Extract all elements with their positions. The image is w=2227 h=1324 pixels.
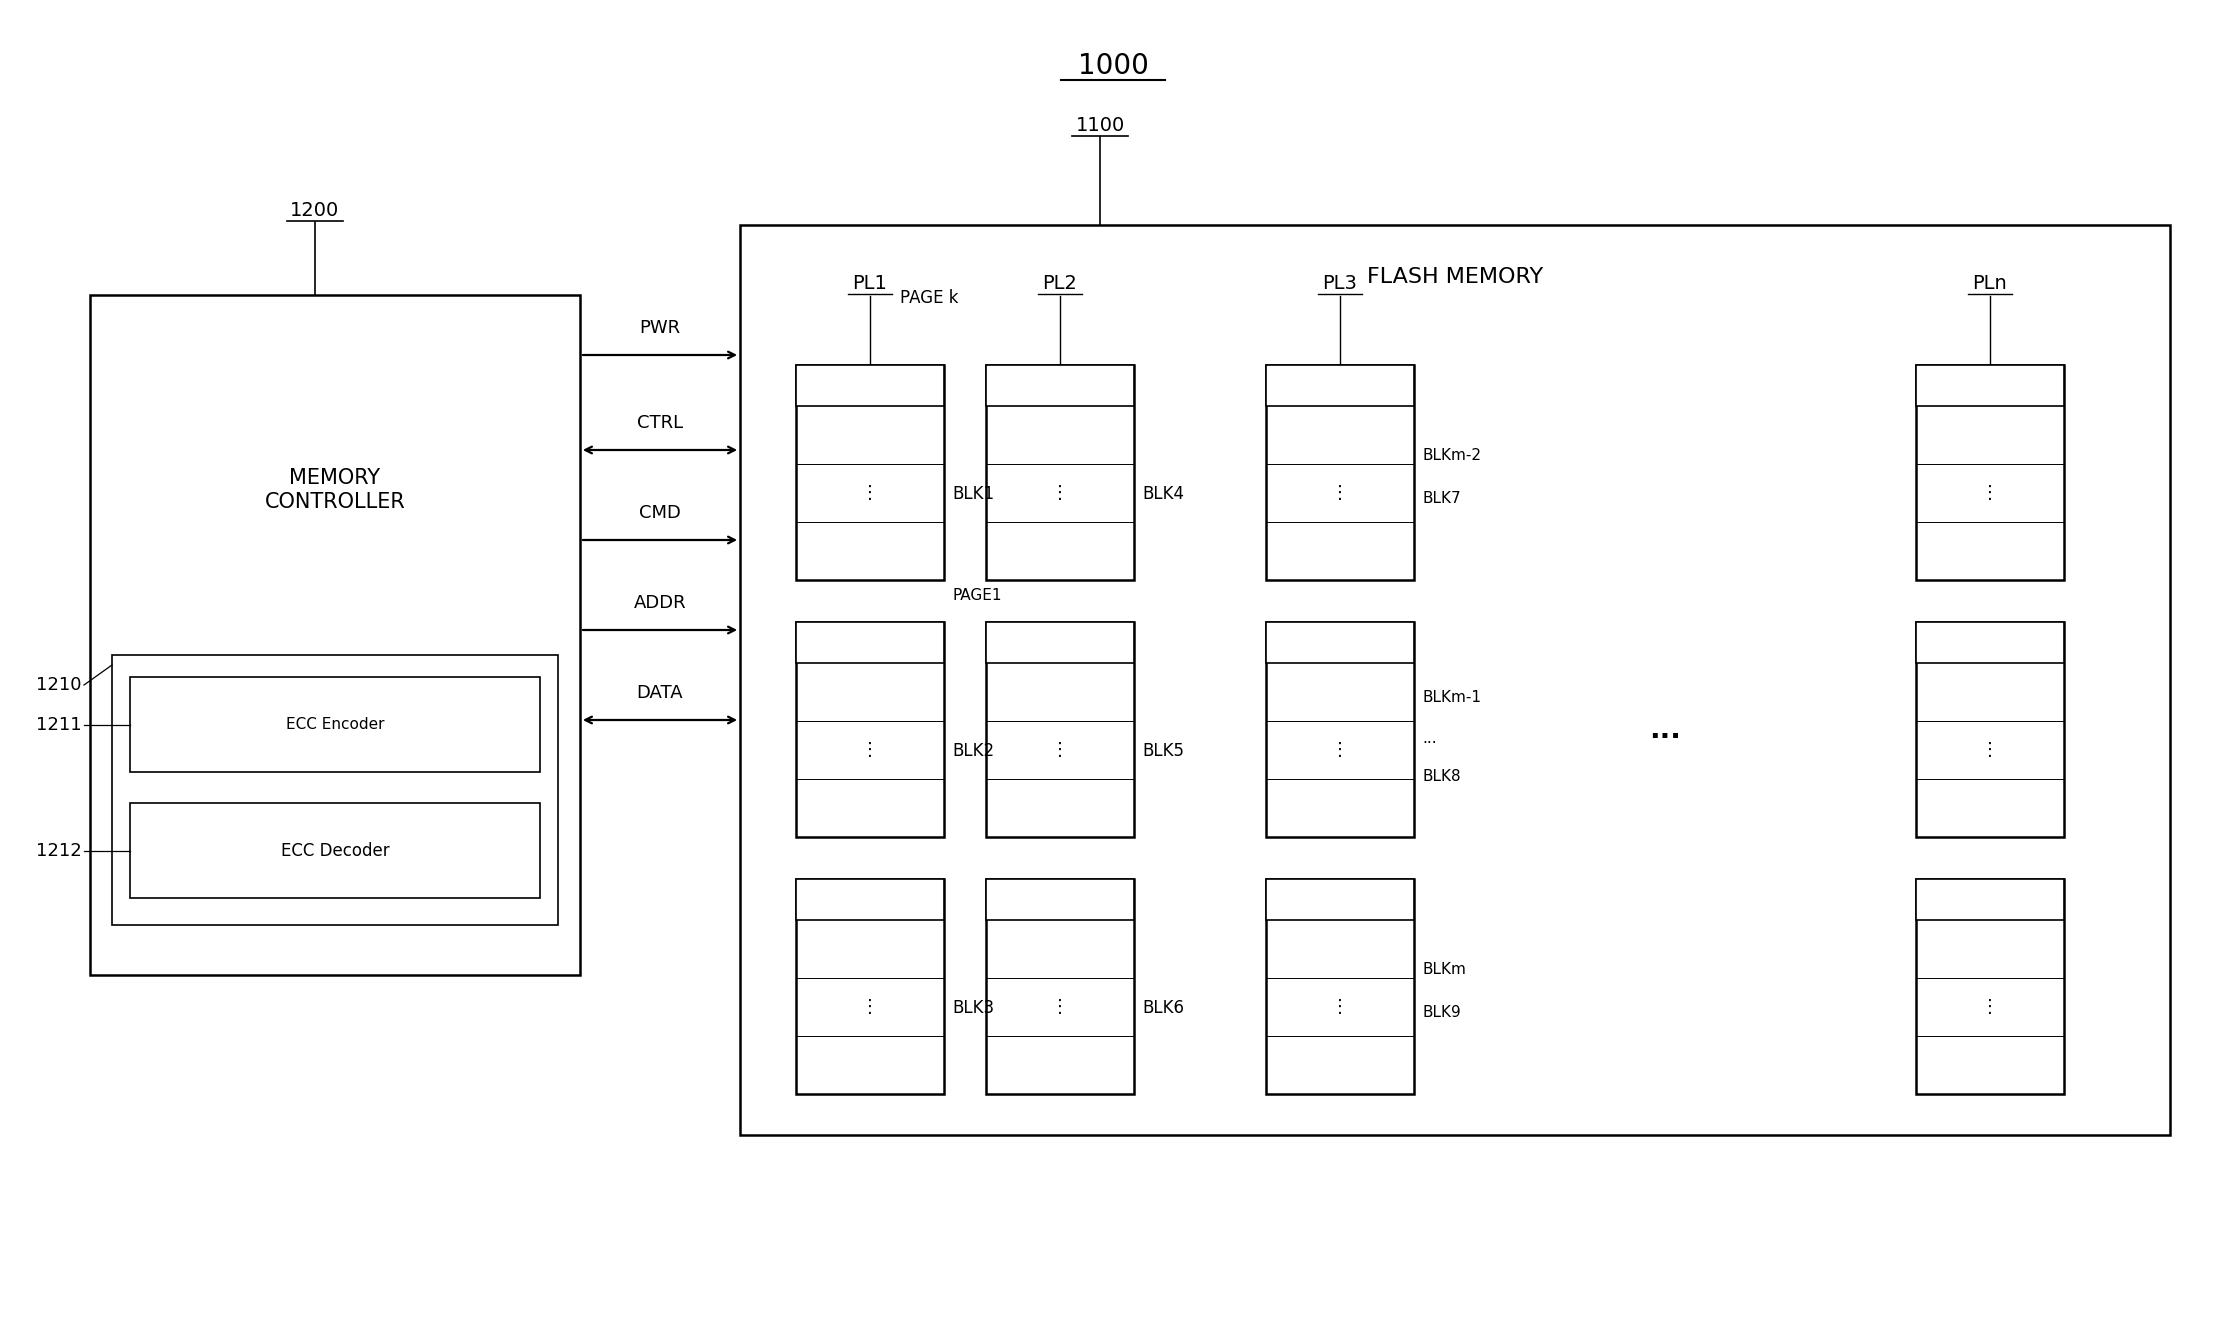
Text: BLK4: BLK4: [1142, 485, 1185, 503]
Text: 1100: 1100: [1076, 117, 1125, 135]
Text: MEMORY
CONTROLLER: MEMORY CONTROLLER: [265, 467, 405, 512]
Bar: [795, 879, 944, 1094]
Bar: [795, 879, 944, 920]
Text: BLK6: BLK6: [1142, 1000, 1185, 1017]
Bar: [795, 622, 944, 837]
Text: ⋮: ⋮: [1051, 998, 1069, 1016]
Text: ...: ...: [1648, 715, 1681, 744]
Bar: [1265, 622, 1414, 837]
Text: CMD: CMD: [639, 504, 681, 522]
Text: ⋮: ⋮: [1982, 998, 2000, 1016]
Text: BLK5: BLK5: [1142, 741, 1185, 760]
Bar: [1265, 365, 1414, 406]
Text: DATA: DATA: [637, 685, 684, 702]
Text: 1210: 1210: [36, 677, 82, 694]
Text: ⋮: ⋮: [862, 741, 880, 759]
Text: PAGE k: PAGE k: [900, 289, 958, 307]
Text: ECC Encoder: ECC Encoder: [285, 718, 385, 732]
Bar: [1265, 879, 1414, 1094]
Bar: [111, 655, 559, 925]
Bar: [987, 365, 1134, 580]
Text: PWR: PWR: [639, 319, 681, 338]
Text: ECC Decoder: ECC Decoder: [281, 842, 390, 859]
Text: BLKm-2: BLKm-2: [1423, 448, 1481, 463]
Text: BLK7: BLK7: [1423, 491, 1461, 506]
Text: PL2: PL2: [1042, 274, 1078, 293]
Text: PAGE1: PAGE1: [951, 588, 1002, 602]
Bar: [1915, 622, 2064, 663]
Text: ADDR: ADDR: [635, 594, 686, 612]
Text: 1211: 1211: [36, 715, 82, 733]
Bar: [129, 677, 539, 772]
Bar: [1915, 365, 2064, 580]
Text: ⋮: ⋮: [1982, 485, 2000, 502]
Text: ...: ...: [1423, 731, 1436, 745]
Bar: [1915, 365, 2064, 406]
Text: FLASH MEMORY: FLASH MEMORY: [1367, 267, 1543, 287]
Bar: [1265, 365, 1414, 580]
Text: ⋮: ⋮: [1332, 998, 1350, 1016]
Text: ⋮: ⋮: [862, 485, 880, 502]
Text: ⋮: ⋮: [1982, 741, 2000, 759]
Bar: [987, 879, 1134, 920]
Bar: [795, 365, 944, 406]
Text: CTRL: CTRL: [637, 414, 684, 432]
Text: BLK3: BLK3: [951, 1000, 993, 1017]
Text: ⋮: ⋮: [1051, 485, 1069, 502]
Text: 1200: 1200: [290, 201, 341, 220]
Text: BLK9: BLK9: [1423, 1005, 1461, 1019]
Bar: [739, 225, 2169, 1135]
Bar: [1915, 879, 2064, 920]
Text: 1000: 1000: [1078, 52, 1149, 79]
Bar: [1265, 622, 1414, 663]
Bar: [987, 365, 1134, 406]
Text: ⋮: ⋮: [1332, 485, 1350, 502]
Bar: [1915, 622, 2064, 837]
Bar: [89, 295, 579, 974]
Text: BLKm-1: BLKm-1: [1423, 690, 1481, 704]
Text: PLn: PLn: [1973, 274, 2007, 293]
Text: BLK1: BLK1: [951, 485, 993, 503]
Text: PL1: PL1: [853, 274, 886, 293]
Bar: [129, 802, 539, 898]
Text: ⋮: ⋮: [1051, 741, 1069, 759]
Bar: [987, 879, 1134, 1094]
Text: 1212: 1212: [36, 842, 82, 859]
Text: BLK8: BLK8: [1423, 769, 1461, 784]
Text: PL3: PL3: [1323, 274, 1358, 293]
Text: ⋮: ⋮: [1332, 741, 1350, 759]
Bar: [795, 365, 944, 580]
Bar: [1915, 879, 2064, 1094]
Text: ⋮: ⋮: [862, 998, 880, 1016]
Text: BLKm: BLKm: [1423, 961, 1465, 977]
Bar: [1265, 879, 1414, 920]
Text: BLK2: BLK2: [951, 741, 993, 760]
Bar: [795, 622, 944, 663]
Bar: [987, 622, 1134, 837]
Bar: [987, 622, 1134, 663]
